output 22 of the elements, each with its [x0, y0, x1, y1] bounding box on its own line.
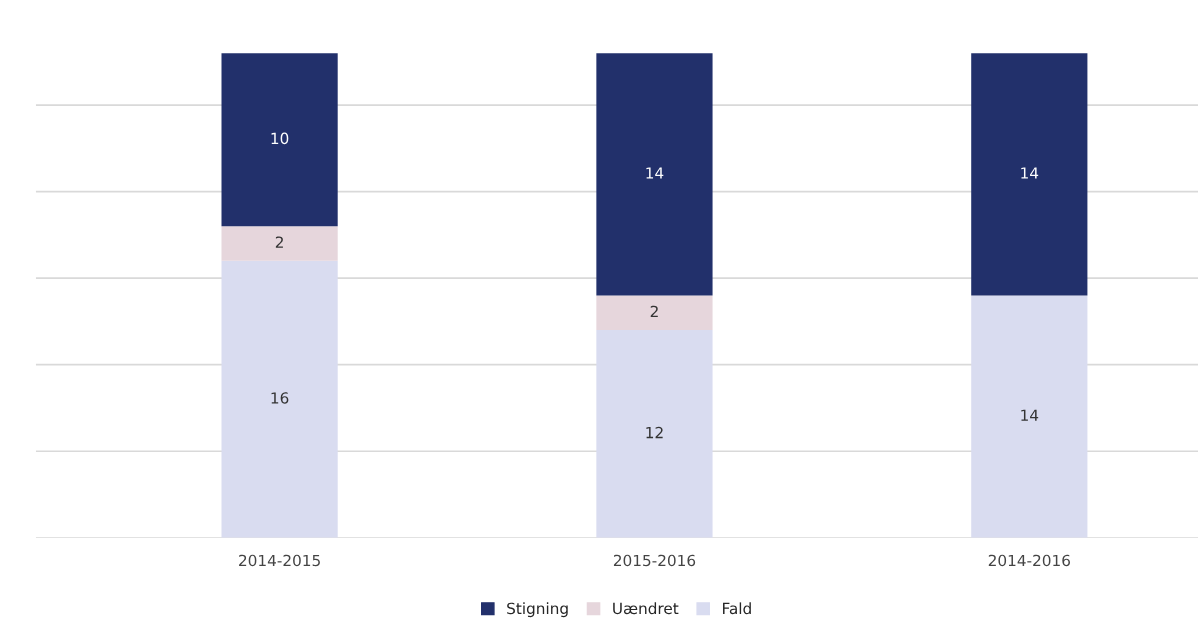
bar [596, 295, 713, 331]
data-label: 16 [271, 392, 289, 404]
bar [221, 260, 338, 538]
data-label: 2 [650, 305, 658, 317]
x-tick-label: 2014-2015 [239, 554, 320, 567]
data-label: 10 [271, 132, 289, 145]
data-label: 14 [1021, 167, 1039, 179]
legend-label: Uændret [613, 602, 679, 615]
bar [971, 53, 1088, 296]
bar [221, 53, 338, 227]
bar [596, 330, 713, 538]
data-label: 14 [1021, 409, 1039, 421]
legend-label: Fald [723, 602, 751, 615]
data-label: 14 [646, 167, 664, 179]
bar [971, 295, 1088, 538]
bar [221, 226, 338, 261]
data-label: 12 [646, 426, 663, 439]
bar [596, 53, 713, 296]
data-label: 2 [275, 236, 283, 248]
x-tick-label: 2015-2016 [613, 554, 696, 567]
x-tick-label: 2014-2016 [988, 554, 1070, 567]
legend-label: Stigning [507, 602, 568, 618]
